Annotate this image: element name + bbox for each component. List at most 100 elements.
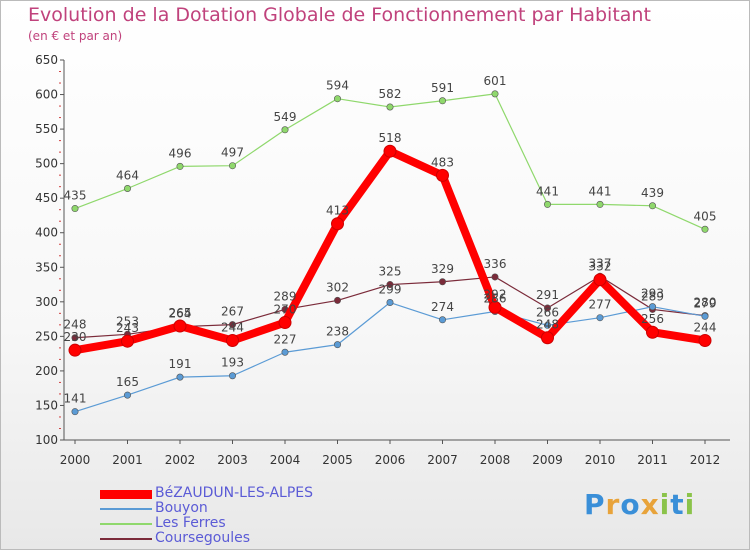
legend-label-bouyon: Bouyon [155, 500, 208, 516]
x-tick-label-2005: 2005 [322, 453, 353, 467]
legend-item-les-ferres[interactable]: Les Ferres [100, 516, 313, 531]
data-label-1-9: 266 [536, 305, 559, 319]
chart-title: Evolution de la Dotation Globale de Fonc… [28, 4, 651, 26]
point-1-2 [176, 373, 184, 381]
point-0-2 [173, 319, 187, 333]
data-label-0-8: 292 [484, 287, 507, 301]
data-label-3-2: 264 [169, 307, 192, 321]
legend-swatch-coursegoules [100, 537, 152, 540]
data-label-2-4: 549 [274, 110, 297, 124]
data-label-0-10: 332 [589, 260, 612, 274]
point-0-4 [278, 316, 292, 330]
point-0-12 [698, 334, 712, 348]
data-label-3-9: 291 [536, 288, 559, 302]
point-2-10 [596, 200, 604, 208]
data-label-3-5: 302 [326, 280, 349, 294]
data-label-0-7: 483 [431, 155, 454, 169]
data-label-3-6: 325 [379, 265, 402, 279]
point-0-5 [331, 217, 344, 231]
y-tick-label-250: 250 [35, 329, 58, 343]
point-0-11 [646, 325, 659, 339]
data-label-2-10: 441 [589, 184, 612, 198]
x-tick-label-2003: 2003 [217, 453, 248, 467]
legend-item-bezaudun[interactable]: BéZAUDUN-LES-ALPES [100, 486, 313, 501]
data-label-1-7: 274 [431, 300, 454, 314]
data-label-1-0: 141 [64, 392, 87, 406]
data-label-2-5: 594 [326, 79, 349, 93]
y-tick-label-150: 150 [35, 398, 58, 412]
point-1-4 [281, 348, 289, 356]
point-2-9 [543, 200, 551, 208]
point-3-7 [438, 278, 446, 286]
point-3-5 [333, 296, 341, 304]
point-2-7 [438, 97, 446, 105]
point-1-5 [333, 341, 341, 349]
logo-letter-5: t [670, 488, 685, 521]
data-label-2-7: 591 [431, 81, 454, 95]
point-3-6 [386, 281, 394, 289]
point-2-0 [71, 205, 79, 213]
logo-letter-1: r [605, 488, 621, 521]
point-2-12 [701, 225, 709, 233]
y-tick-label-300: 300 [35, 295, 58, 309]
data-label-3-3: 267 [221, 305, 244, 319]
data-label-0-4: 270 [274, 303, 297, 317]
y-tick-label-450: 450 [35, 191, 58, 205]
y-tick-label-100: 100 [35, 433, 58, 447]
point-3-8 [491, 273, 499, 281]
logo-letter-6: i [684, 488, 696, 521]
point-2-11 [648, 202, 656, 210]
y-tick-label-200: 200 [35, 364, 58, 378]
data-label-3-10: 337 [589, 256, 612, 270]
point-1-11 [648, 303, 656, 311]
y-tick-label-350: 350 [35, 260, 58, 274]
data-label-2-9: 441 [536, 184, 559, 198]
data-label-3-1: 253 [116, 314, 139, 328]
data-label-1-1: 165 [116, 375, 139, 389]
point-2-3 [229, 162, 237, 170]
legend-swatch-les-ferres [100, 522, 152, 525]
point-2-8 [491, 90, 499, 98]
point-0-8 [488, 300, 502, 314]
data-label-3-4: 289 [274, 289, 297, 303]
data-label-1-3: 193 [221, 356, 244, 370]
legend-label-bezaudun: BéZAUDUN-LES-ALPES [155, 485, 314, 501]
data-label-3-8: 336 [484, 257, 507, 271]
x-tick-label-2001: 2001 [112, 453, 143, 467]
data-label-0-11: 256 [641, 312, 664, 326]
legend-swatch-bezaudun [100, 489, 152, 499]
point-0-7 [436, 168, 449, 182]
x-tick-label-2008: 2008 [480, 453, 511, 467]
data-label-0-1: 243 [116, 321, 139, 335]
y-tick-label-650: 650 [35, 53, 58, 67]
legend-item-bouyon[interactable]: Bouyon [100, 501, 313, 516]
data-label-2-2: 496 [169, 146, 192, 160]
data-label-0-9: 248 [536, 318, 559, 332]
data-label-2-12: 405 [694, 209, 717, 223]
data-label-3-0: 248 [64, 318, 87, 332]
series-line-2 [74, 93, 706, 230]
point-1-3 [229, 372, 237, 380]
data-label-0-12: 244 [694, 321, 717, 335]
y-tick-label-500: 500 [35, 157, 58, 171]
point-0-1 [121, 334, 134, 348]
data-label-2-3: 497 [221, 146, 244, 160]
data-label-1-4: 227 [274, 332, 297, 346]
point-2-4 [281, 126, 289, 134]
data-label-2-0: 435 [64, 189, 87, 203]
data-label-1-11: 293 [641, 287, 664, 301]
data-label-1-5: 238 [326, 325, 349, 339]
data-label-2-11: 439 [641, 186, 664, 200]
point-0-0 [68, 343, 82, 357]
x-tick-label-2000: 2000 [60, 453, 91, 467]
legend-swatch-bouyon [100, 507, 152, 510]
data-label-3-12: 280 [694, 296, 717, 310]
legend-item-coursegoules[interactable]: Coursegoules [100, 531, 313, 546]
legend-label-coursegoules: Coursegoules [155, 530, 250, 546]
logo-letter-3: x [640, 488, 660, 521]
legend: BéZAUDUN-LES-ALPES Bouyon Les Ferres Cou… [100, 486, 313, 546]
data-label-1-6: 299 [379, 283, 402, 297]
point-0-6 [383, 144, 397, 158]
data-label-0-2: 265 [169, 306, 192, 320]
